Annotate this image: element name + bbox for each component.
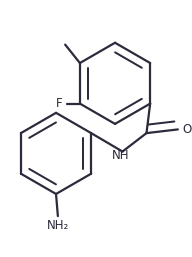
Text: NH: NH — [112, 149, 129, 162]
Text: NH₂: NH₂ — [47, 219, 69, 232]
Text: O: O — [182, 123, 192, 136]
Text: F: F — [56, 97, 63, 110]
